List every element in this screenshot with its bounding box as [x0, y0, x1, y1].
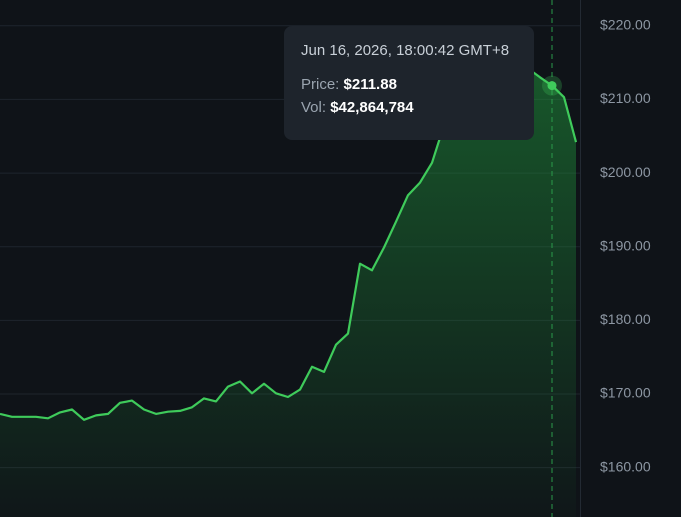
y-tick-label: $190.00 — [600, 237, 651, 253]
area-fill — [0, 68, 576, 517]
y-tick-label: $200.00 — [600, 164, 651, 180]
hover-point — [547, 81, 557, 91]
y-tick-label: $160.00 — [600, 458, 651, 474]
tooltip-time: Jun 16, 2026, 18:00:42 GMT+8 — [301, 42, 510, 59]
tooltip-price: Price: $211.88 — [301, 76, 517, 93]
y-tick-label: $210.00 — [600, 90, 651, 106]
tooltip: Jun 16, 2026, 18:00:42 GMT+8 Price: $211… — [284, 26, 534, 140]
tooltip-price-value: $211.88 — [343, 76, 397, 93]
tooltip-volume: Vol: $42,864,784 — [301, 99, 517, 116]
y-tick-label: $180.00 — [600, 311, 651, 327]
y-tick-label: $170.00 — [600, 385, 651, 401]
tooltip-vol-value: $42,864,784 — [330, 99, 414, 116]
tooltip-price-label: Price: — [301, 76, 340, 93]
y-tick-label: $220.00 — [600, 16, 651, 32]
tooltip-vol-label: Vol: — [301, 99, 327, 116]
